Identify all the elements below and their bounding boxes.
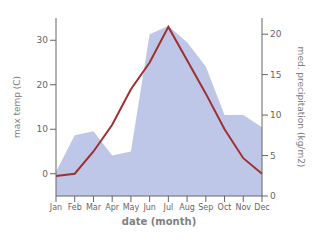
svg-text:20: 20 xyxy=(270,29,282,39)
svg-text:Jun: Jun xyxy=(142,203,156,212)
svg-text:Oct: Oct xyxy=(218,203,232,212)
svg-text:Aug: Aug xyxy=(179,203,195,212)
svg-text:30: 30 xyxy=(37,35,49,45)
svg-text:date (month): date (month) xyxy=(122,216,196,227)
svg-text:med. precipitation (kg/m2): med. precipitation (kg/m2) xyxy=(296,47,306,168)
svg-text:Feb: Feb xyxy=(68,203,82,212)
svg-text:Apr: Apr xyxy=(105,203,120,212)
svg-text:15: 15 xyxy=(270,70,281,80)
svg-text:Dec: Dec xyxy=(254,203,269,212)
svg-text:max temp (C): max temp (C) xyxy=(12,76,22,138)
svg-text:May: May xyxy=(123,203,140,212)
svg-text:Mar: Mar xyxy=(86,203,102,212)
svg-text:10: 10 xyxy=(270,110,282,120)
svg-text:Sep: Sep xyxy=(198,203,213,212)
svg-text:Nov: Nov xyxy=(235,203,251,212)
svg-text:0: 0 xyxy=(270,191,276,201)
svg-text:10: 10 xyxy=(37,124,49,134)
svg-text:Jul: Jul xyxy=(163,203,174,212)
svg-text:20: 20 xyxy=(37,80,49,90)
svg-text:5: 5 xyxy=(270,151,276,161)
svg-text:Jan: Jan xyxy=(49,203,62,212)
svg-text:0: 0 xyxy=(42,169,48,179)
